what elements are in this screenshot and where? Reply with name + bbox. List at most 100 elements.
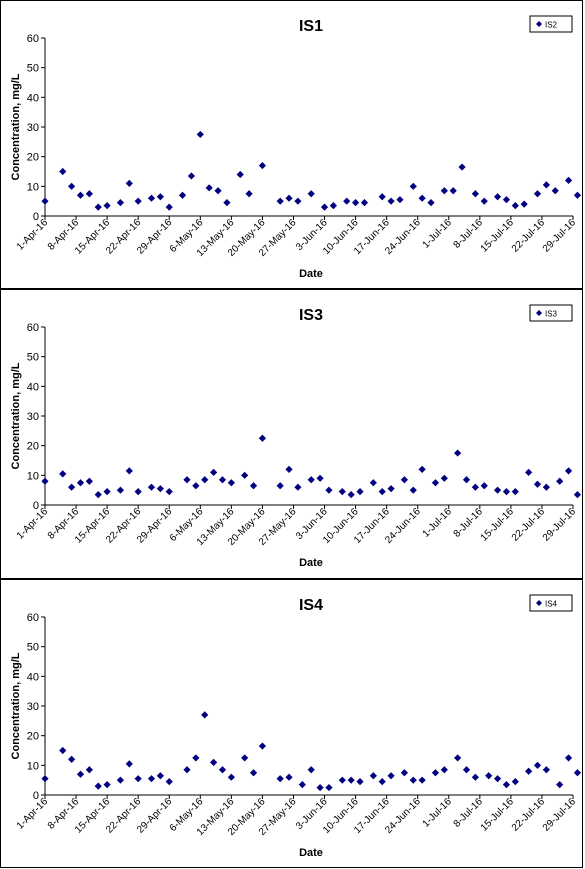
data-point: [147, 775, 156, 783]
data-point: [156, 485, 164, 493]
y-tick-label: 50: [27, 642, 39, 654]
data-point: [369, 479, 377, 487]
x-tick-label: 29-Jul-16: [541, 217, 579, 255]
data-point: [551, 187, 559, 195]
data-point: [134, 197, 142, 205]
data-point: [525, 767, 533, 775]
data-point: [41, 477, 49, 485]
data-point: [227, 773, 235, 781]
data-point: [85, 477, 93, 485]
data-point: [533, 480, 542, 488]
data-point: [205, 184, 213, 192]
data-point: [485, 772, 493, 780]
data-point: [409, 182, 417, 190]
data-point: [431, 479, 440, 487]
y-tick-label: 60: [27, 322, 39, 334]
data-point: [387, 485, 395, 493]
data-point: [85, 766, 93, 774]
y-tick-label: 30: [27, 122, 39, 134]
data-point: [409, 776, 417, 784]
data-point: [409, 486, 417, 494]
data-point: [556, 781, 564, 789]
data-point: [573, 769, 582, 777]
data-point: [183, 766, 191, 774]
data-point: [440, 187, 448, 195]
data-point: [493, 775, 502, 783]
data-point: [68, 483, 76, 491]
y-tick-label: 50: [27, 352, 39, 364]
data-point: [68, 182, 76, 190]
y-tick-label: 10: [27, 760, 39, 772]
data-point: [320, 203, 329, 211]
x-axis-label: Date: [299, 268, 323, 280]
data-point: [573, 491, 582, 499]
data-point: [396, 196, 404, 204]
data-point: [210, 468, 218, 476]
data-point: [178, 191, 187, 199]
data-point: [125, 467, 133, 475]
data-point: [285, 465, 293, 473]
data-point: [418, 194, 426, 202]
data-point: [387, 197, 395, 205]
chart-title: IS3: [299, 307, 323, 324]
chart-title: IS4: [299, 597, 323, 614]
data-point: [196, 130, 204, 139]
data-point: [329, 202, 338, 210]
data-point: [316, 474, 324, 482]
data-point: [462, 476, 471, 484]
data-point: [511, 778, 519, 786]
legend-box: [529, 304, 573, 322]
data-point: [76, 770, 85, 778]
y-tick-label: 20: [27, 441, 39, 453]
y-tick-label: 40: [27, 381, 39, 393]
data-point: [418, 776, 426, 784]
data-point: [502, 196, 511, 204]
data-point: [285, 194, 293, 202]
data-point: [245, 190, 253, 198]
data-point: [542, 766, 550, 774]
legend-box: [529, 594, 573, 612]
data-point: [134, 488, 142, 496]
data-point: [94, 203, 102, 211]
data-point: [59, 167, 67, 176]
data-point: [116, 776, 125, 784]
data-point: [103, 781, 111, 789]
data-point: [41, 197, 49, 205]
data-point: [378, 193, 386, 201]
chart-is4: IS401020304050601-Apr-168-Apr-1615-Apr-1…: [10, 594, 582, 859]
data-point: [356, 778, 364, 786]
data-point: [187, 172, 196, 180]
x-tick-label: 29-Jul-16: [541, 506, 579, 544]
data-point: [471, 483, 479, 491]
data-point: [258, 742, 267, 750]
x-tick-label: 1-Jul-16: [421, 217, 455, 251]
data-point: [165, 778, 173, 786]
data-point: [316, 783, 324, 792]
data-point: [356, 488, 364, 496]
data-point: [449, 187, 457, 195]
legend-marker: [536, 21, 542, 27]
data-point: [156, 772, 164, 780]
data-point: [183, 476, 191, 484]
data-point: [214, 187, 222, 195]
data-point: [564, 754, 573, 762]
data-point: [480, 197, 488, 205]
data-point: [542, 181, 550, 189]
data-point: [511, 488, 519, 496]
y-axis-label: Concentration, mg/L: [10, 362, 22, 469]
data-point: [116, 486, 125, 494]
data-point: [94, 782, 102, 790]
data-point: [502, 488, 511, 496]
y-tick-label: 60: [27, 612, 39, 624]
data-point: [103, 488, 111, 496]
data-point: [431, 769, 440, 777]
data-point: [147, 483, 156, 491]
data-point: [400, 476, 408, 484]
y-tick-label: 60: [27, 33, 39, 45]
data-point: [147, 194, 156, 202]
data-point: [418, 465, 426, 473]
x-tick-label: 1-Jul-16: [421, 506, 455, 540]
y-tick-label: 20: [27, 152, 39, 164]
data-point: [227, 479, 235, 487]
data-point: [454, 449, 462, 457]
